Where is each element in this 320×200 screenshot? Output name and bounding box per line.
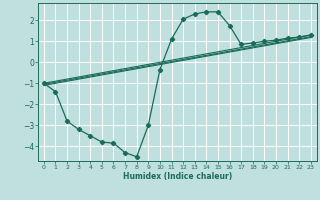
X-axis label: Humidex (Indice chaleur): Humidex (Indice chaleur) (123, 172, 232, 181)
